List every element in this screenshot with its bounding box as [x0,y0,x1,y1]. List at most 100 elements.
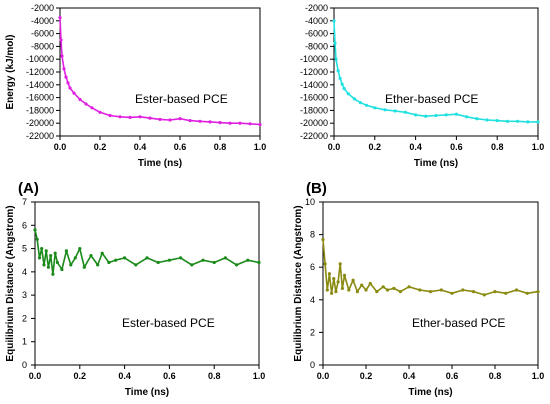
x-tick-label: 1.0 [253,371,266,381]
data-point [188,119,192,123]
data-point [358,101,363,105]
data-point [450,291,454,295]
y-tick-label: 1 [22,337,27,347]
x-axis-title: Time (ns) [138,158,182,169]
y-tick-label: -22000 [300,131,328,141]
data-point [355,290,359,294]
data-point [78,247,82,251]
x-tick-label: 0.8 [491,142,504,152]
data-point [346,92,350,96]
x-axis-title: Time (ns) [125,387,169,398]
y-tick-label: -16000 [300,93,328,103]
data-point [60,267,64,272]
x-tick-label: 0.4 [118,371,131,381]
data-point [107,260,111,265]
x-tick-label: 1.0 [254,142,267,152]
y-tick-label: -22000 [26,131,54,141]
x-tick-label: 0.2 [360,371,373,381]
y-tick-label: -18000 [26,105,54,115]
data-point [434,113,438,118]
y-tick-label: -16000 [26,93,54,103]
data-point [228,121,232,125]
data-point [393,109,397,113]
panel-label: (A) [18,180,39,197]
data-point [525,291,529,295]
data-point [373,106,377,110]
data-point [360,283,364,287]
data-point [114,258,118,262]
series-line [59,17,261,126]
y-tick-label: -4000 [305,16,328,26]
y-tick-label: 0 [310,360,315,370]
data-point [138,115,142,119]
x-tick-label: 0.4 [134,142,147,152]
y-tick-label: 2 [310,327,315,337]
data-point [444,113,448,117]
data-point [82,265,86,269]
panel-label: (B) [306,180,327,197]
data-point [84,102,88,106]
data-point [246,258,250,262]
data-point [37,256,42,260]
data-point [53,251,57,255]
y-tick-label: 10 [305,197,315,207]
data-point [44,249,48,253]
y-tick-label: 5 [22,244,27,254]
y-tick-label: -12000 [300,67,328,77]
series-line [34,229,260,276]
x-tick-label: 0.2 [369,142,382,152]
data-point [179,256,183,260]
x-tick-label: 0.2 [94,142,107,152]
data-point [248,122,252,126]
data-point [516,119,520,123]
data-point [42,263,46,267]
y-tick-label: 2 [22,313,27,323]
y-axis-title: Equilibrium Distance (Angstrom) [5,205,16,361]
data-point [493,290,497,294]
x-tick-label: 0.8 [208,371,221,381]
y-tick-label: -2000 [305,3,328,13]
data-point [336,69,340,73]
y-tick-label: -14000 [26,80,54,90]
series-annotation: Ester-based PCE [122,316,215,330]
data-point [454,112,458,116]
data-point [428,290,433,294]
data-point [330,291,334,295]
series-line [322,239,539,296]
data-point [168,118,172,122]
data-point [46,265,51,269]
x-tick-label: 0.2 [74,371,87,381]
data-point [465,115,469,119]
data-point [51,272,55,276]
plot-frame [322,201,539,366]
y-tick-label: 4 [22,267,27,277]
y-tick-label: 6 [310,262,315,272]
data-point [365,103,369,107]
data-point [90,106,94,110]
data-point [60,54,64,58]
data-point [334,57,338,61]
data-point [198,119,202,123]
data-point [385,288,390,292]
data-point [475,117,479,121]
data-point [439,288,443,292]
data-point [342,273,347,277]
data-point [334,290,338,294]
x-tick-label: 0.4 [403,371,416,381]
x-tick-label: 0.0 [317,371,330,381]
data-point [66,81,70,85]
y-tick-label: -8000 [305,41,328,51]
data-point [398,290,402,294]
chart-panel-1: 0.0 0.2 0.4 0.6 0.8 1.0 -2000 -4000 -6000 -8000 -1… [5,3,266,169]
data-point [64,249,68,253]
x-axis-title: Time (ns) [414,158,458,169]
data-point [403,110,407,114]
data-point [59,38,63,42]
y-tick-label: 4 [310,295,315,305]
data-point [414,113,418,117]
data-point [118,115,122,119]
data-point [218,121,222,125]
x-tick-label: 0.0 [54,142,67,152]
series-annotation: Ester-based PCE [135,92,228,106]
x-axis-title: Time (ns) [408,387,452,398]
